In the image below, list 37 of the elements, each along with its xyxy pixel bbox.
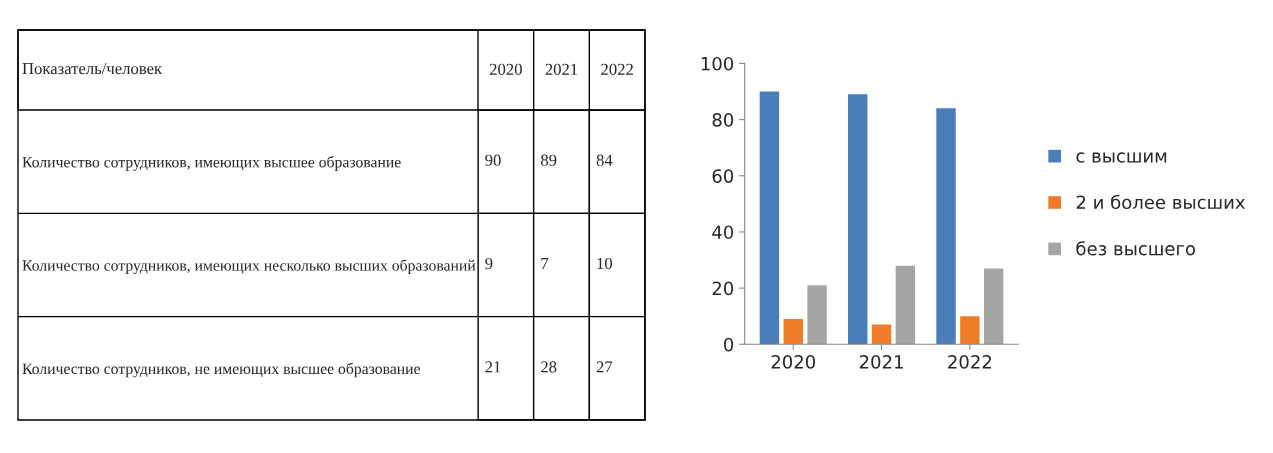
bar [960,316,980,345]
bar [871,324,892,345]
x-tick-label: 2022 [948,355,992,369]
x-tick-label: 2021 [859,355,903,369]
data-label: 90 [485,154,501,166]
y-tick-label: Количество сотрудников, имеющих высшее образование [22,156,401,171]
bar [983,268,1004,345]
data-label: 9 [485,257,493,270]
y-tick-label: 80 [712,113,734,127]
data-label: 10 [597,257,613,270]
data-label: 89 [540,154,557,166]
bar [807,285,827,345]
data-label: 84 [596,154,613,166]
y-axis-title: Показатель/человек [22,63,163,75]
x-tick-label: 2020 [771,355,816,369]
legend-label: 2 и более высших [1076,194,1245,210]
bar [936,108,956,345]
x-tick-label: 2021 [545,63,578,75]
bar [783,319,803,345]
y-tick-label: 0 [723,337,734,352]
y-tick-label: Количество сотрудников, имеющих несколько высших образований [22,259,476,274]
y-tick-label: 100 [701,56,734,71]
x-tick-label: 2020 [489,63,522,75]
legend-label: без высшего [1076,241,1195,256]
data-label: 28 [541,361,557,373]
bar [759,91,780,345]
data-label: 21 [485,361,501,373]
data-label: 7 [541,258,549,270]
bar [848,94,868,345]
x-tick-label: 2022 [601,63,633,75]
y-tick-label: Количество сотрудников, не имеющих высшее образование [22,362,420,378]
y-tick-label: 20 [712,281,734,296]
y-tick-label: 40 [712,225,734,240]
legend-label: с высшим [1076,152,1167,163]
bar [895,265,916,345]
data-label: 27 [596,361,613,373]
y-tick-label: 60 [712,169,734,183]
